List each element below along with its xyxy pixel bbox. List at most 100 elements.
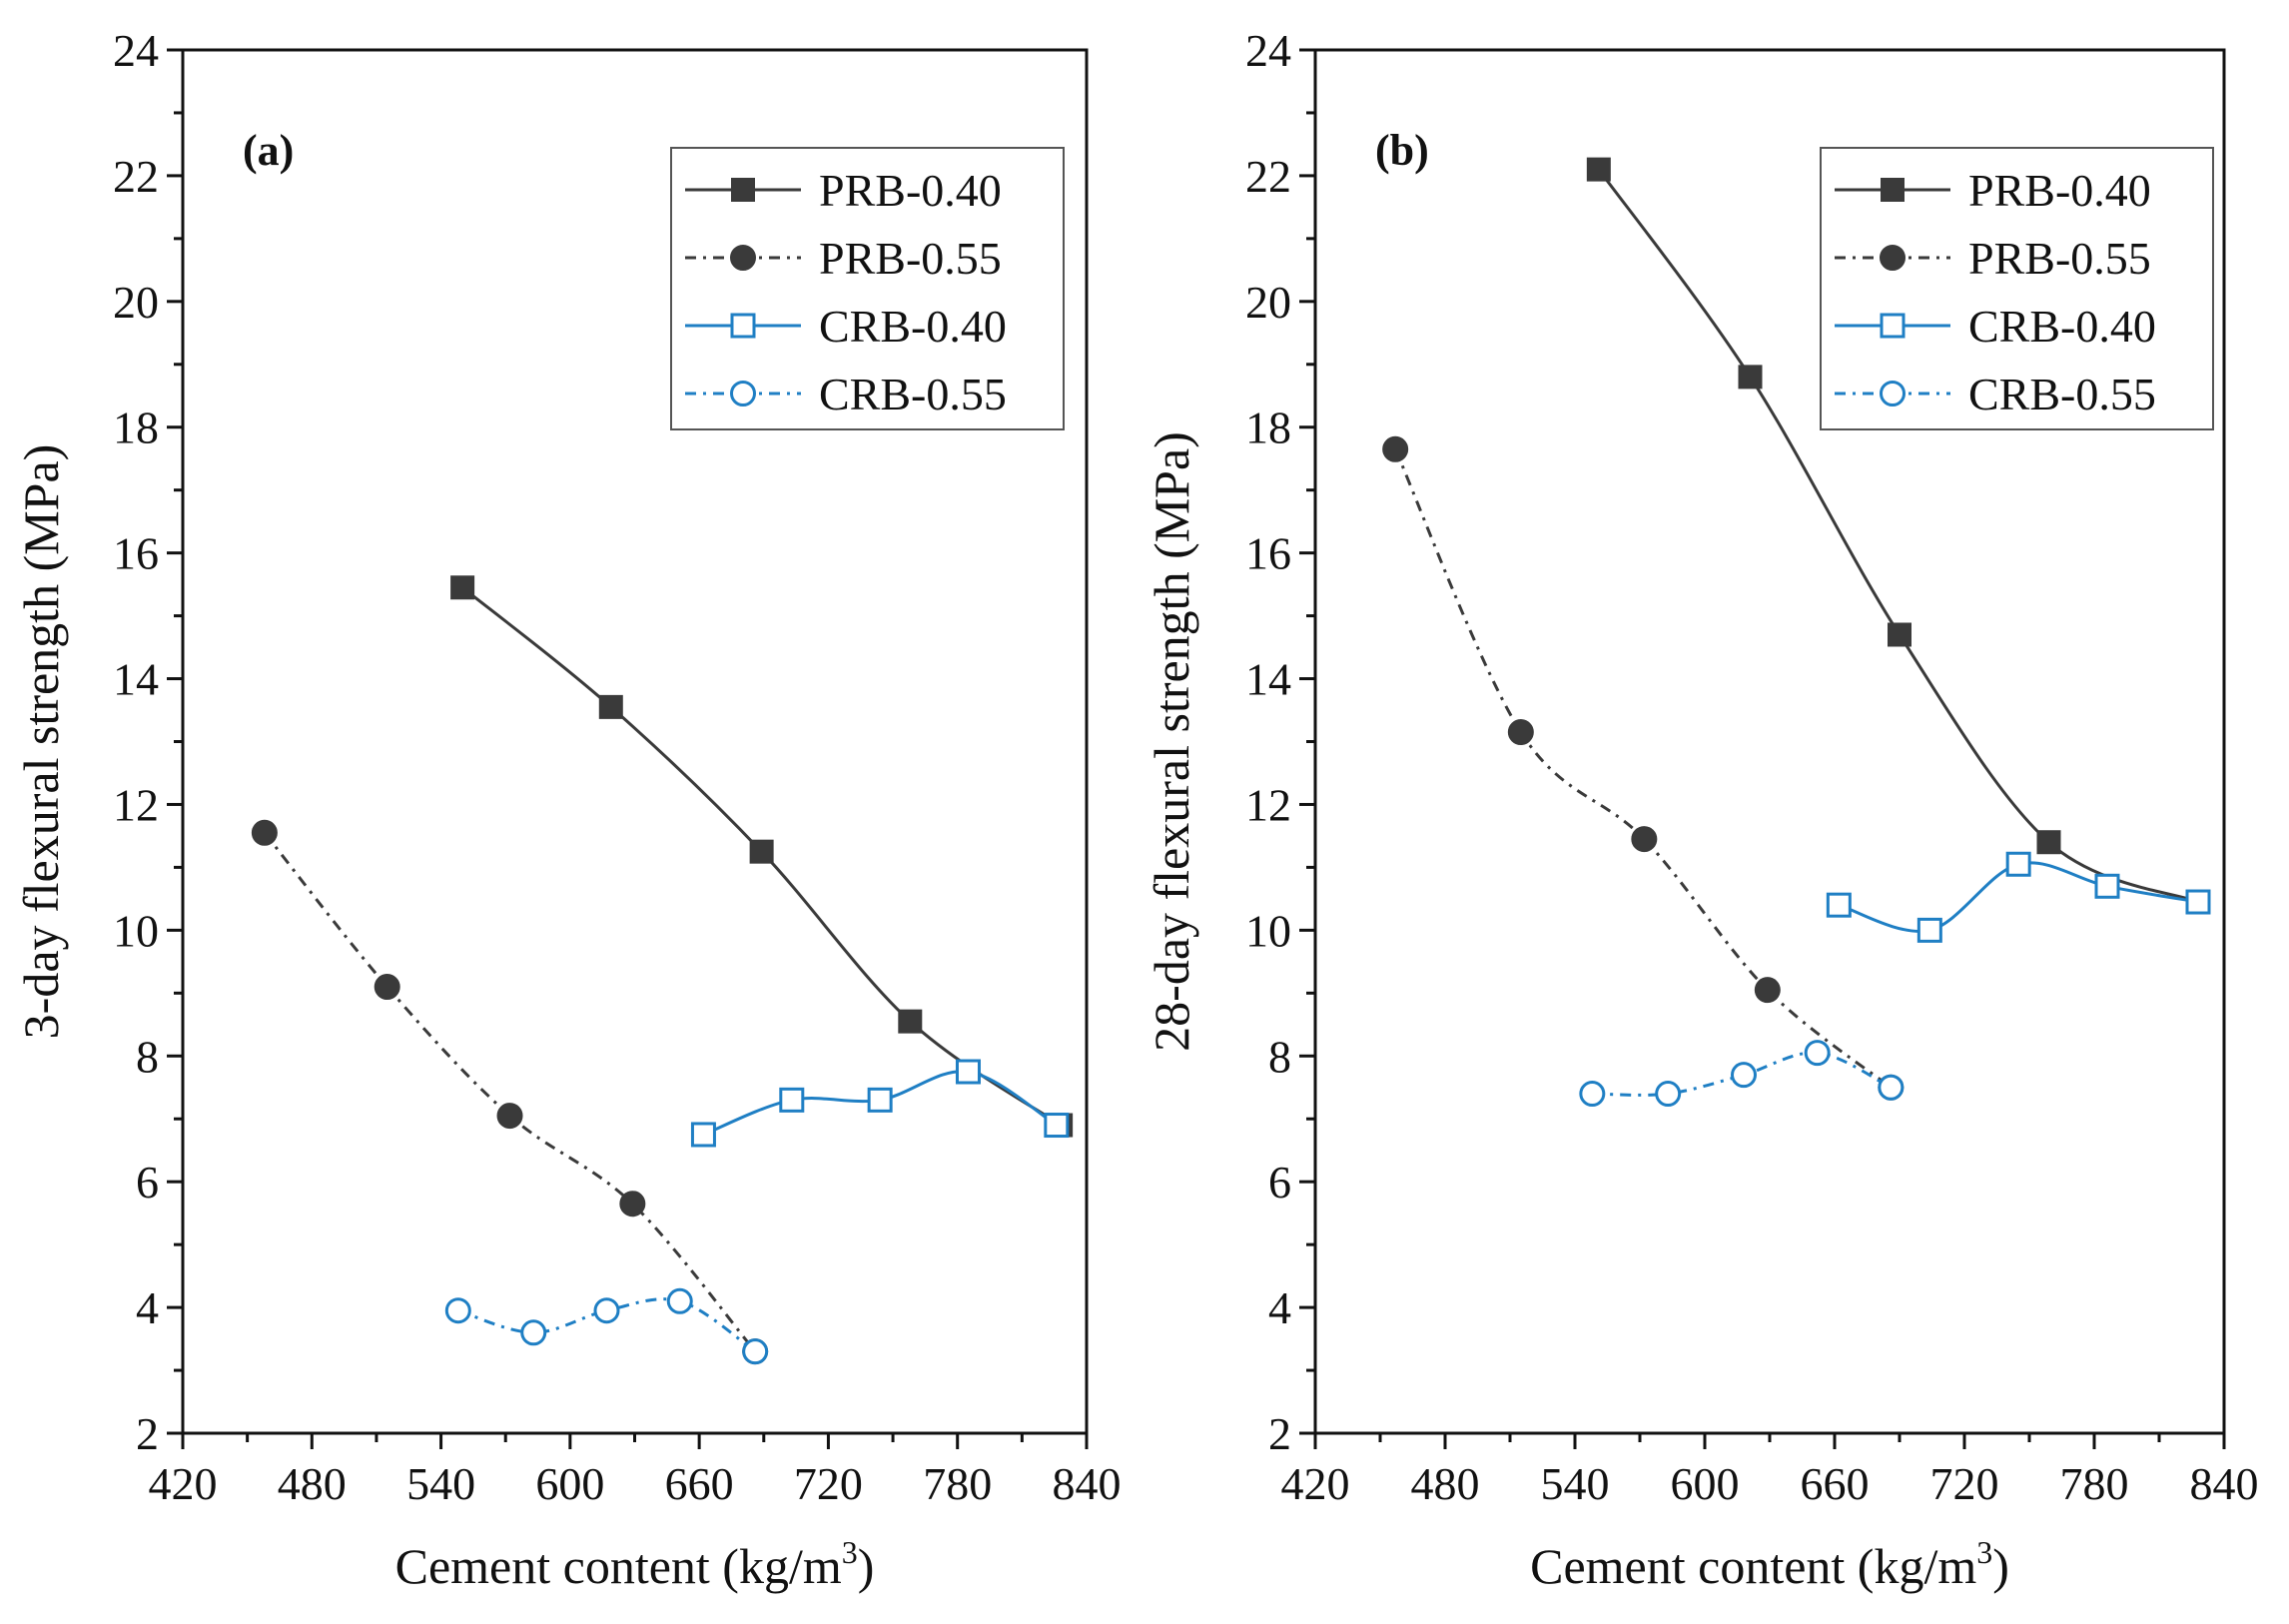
data-point	[1507, 719, 1534, 746]
x-tick-label: 540	[1541, 1458, 1610, 1509]
data-point	[690, 1122, 716, 1148]
x-tick-label: 720	[1930, 1458, 1999, 1509]
legend-marker	[1880, 245, 1906, 271]
y-tick-label: 4	[136, 1282, 159, 1333]
data-point	[1731, 1062, 1757, 1089]
series-line	[1597, 168, 2199, 904]
data-point	[496, 1103, 523, 1130]
data-point	[1804, 1040, 1831, 1067]
x-tick-label: 420	[149, 1458, 218, 1509]
x-tick-label: 600	[535, 1458, 604, 1509]
x-tick-label: 660	[665, 1458, 734, 1509]
x-tick-label: 780	[2060, 1458, 2129, 1509]
legend: PRB-0.40 PRB-0.55 CRB-0.40 CRB-0.55	[670, 147, 1065, 430]
series-crb-0-40	[690, 1059, 1070, 1148]
legend-label: CRB-0.40	[819, 301, 1007, 352]
data-point	[666, 1287, 693, 1314]
data-point	[444, 1297, 471, 1324]
legend-marker	[1881, 178, 1905, 202]
series-line	[1393, 448, 1893, 1089]
series-line	[263, 831, 757, 1353]
data-point	[450, 575, 475, 600]
data-point	[1754, 977, 1781, 1004]
x-tick-label: 840	[2190, 1458, 2259, 1509]
y-tick-label: 14	[1245, 654, 1291, 705]
series-prb-0-40	[450, 575, 1074, 1138]
legend: PRB-0.40 PRB-0.55 CRB-0.40 CRB-0.55	[1820, 147, 2214, 430]
x-tick-label: 660	[1801, 1458, 1870, 1509]
data-point	[1826, 892, 1852, 918]
data-point	[867, 1087, 893, 1113]
y-tick-label: 20	[113, 277, 159, 328]
y-tick-label: 24	[1245, 25, 1291, 76]
x-tick-label: 420	[1281, 1458, 1350, 1509]
y-tick-label: 22	[113, 151, 159, 202]
legend-marker	[1880, 381, 1906, 406]
series-crb-0-55	[1579, 1040, 1905, 1108]
y-tick-label: 16	[1245, 528, 1291, 579]
data-point	[2094, 873, 2120, 899]
data-point	[1878, 1074, 1905, 1101]
data-point	[619, 1191, 646, 1218]
data-point	[779, 1087, 805, 1113]
legend-marker	[1880, 313, 1906, 339]
y-tick-label: 24	[113, 25, 159, 76]
y-tick-label: 12	[1245, 779, 1291, 830]
series-line	[1592, 1051, 1892, 1097]
series-prb-0-55	[1382, 435, 1905, 1101]
data-point	[742, 1338, 769, 1365]
data-point	[2185, 889, 2211, 915]
x-tick-label: 480	[278, 1458, 347, 1509]
y-tick-label: 8	[1268, 1031, 1291, 1082]
data-point	[898, 1009, 923, 1034]
legend-label: PRB-0.55	[1968, 233, 2151, 284]
x-tick-label: 480	[1411, 1458, 1480, 1509]
y-tick-label: 20	[1245, 277, 1291, 328]
data-point	[1738, 365, 1763, 390]
legend-label: CRB-0.55	[819, 369, 1007, 419]
data-point	[2036, 830, 2061, 855]
legend-label: PRB-0.55	[819, 233, 1002, 284]
legend-label: PRB-0.40	[1968, 165, 2151, 216]
y-tick-label: 10	[1245, 905, 1291, 956]
data-point	[749, 839, 774, 864]
y-tick-label: 6	[136, 1157, 159, 1208]
legend-label: CRB-0.40	[1968, 301, 2156, 352]
y-axis-title: 3-day flexural strength (MPa)	[13, 444, 69, 1040]
data-point	[593, 1297, 620, 1324]
y-tick-label: 4	[1268, 1282, 1291, 1333]
series-prb-0-55	[251, 819, 769, 1365]
legend-marker	[730, 313, 756, 339]
data-point	[1916, 917, 1942, 943]
legend-label: CRB-0.55	[1968, 369, 2156, 419]
y-tick-label: 18	[1245, 403, 1291, 453]
y-tick-label: 16	[113, 528, 159, 579]
legend-marker	[730, 381, 756, 406]
data-point	[1579, 1081, 1606, 1108]
y-tick-label: 2	[1268, 1408, 1291, 1459]
y-tick-label: 14	[113, 654, 159, 705]
y-axis-title: 28-day flexural strength (MPa)	[1144, 431, 1199, 1052]
data-point	[2005, 851, 2031, 877]
x-tick-label: 540	[406, 1458, 475, 1509]
y-tick-label: 18	[113, 403, 159, 453]
series-crb-0-55	[444, 1287, 769, 1365]
x-axis-title: Cement content (kg/m3)	[395, 1534, 875, 1594]
data-point	[598, 694, 623, 719]
legend-marker	[731, 178, 755, 202]
y-tick-label: 2	[136, 1408, 159, 1459]
y-tick-label: 10	[113, 905, 159, 956]
x-tick-label: 720	[794, 1458, 863, 1509]
y-tick-label: 8	[136, 1031, 159, 1082]
data-point	[251, 819, 278, 846]
y-tick-label: 6	[1268, 1157, 1291, 1208]
data-point	[1888, 622, 1911, 647]
data-point	[955, 1059, 981, 1085]
data-point	[374, 974, 400, 1001]
x-tick-label: 840	[1053, 1458, 1122, 1509]
data-point	[1631, 826, 1658, 853]
x-tick-label: 780	[923, 1458, 992, 1509]
